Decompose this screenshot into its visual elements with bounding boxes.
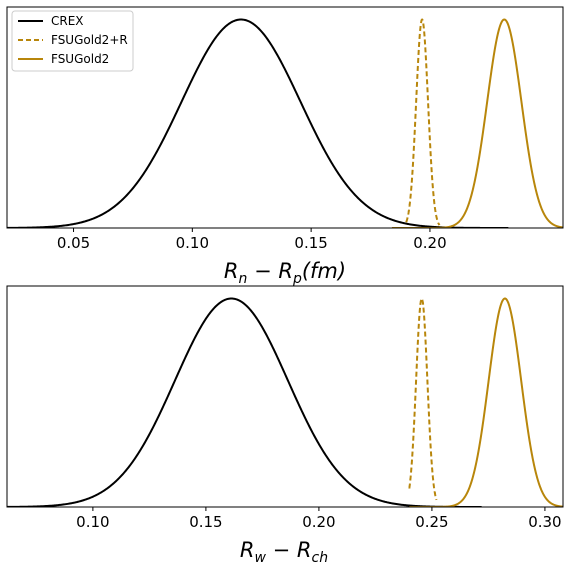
- legend-box: [11, 10, 134, 72]
- bottom-curves: [7, 297, 563, 507]
- top-xtick-label: 0.05: [57, 234, 90, 252]
- bottom-xtick-label: 0.10: [76, 513, 109, 531]
- top-xlabel-r2: R: [278, 259, 293, 283]
- bottom-series-fsugold2-r: [408, 297, 438, 501]
- bottom-xticks: 0.10 0.15 0.20 0.25 0.30: [76, 507, 562, 531]
- top-xticks: 0.05 0.10 0.15 0.20: [57, 228, 447, 252]
- top-xtick-label: 0.10: [176, 234, 209, 252]
- top-plot-area: 0.05 0.10 0.15 0.20 Rn − Rp(fm) CREX FSUGol…: [6, 6, 564, 287]
- top-xlabel-minus: −: [247, 259, 278, 283]
- top-xlabel-s2: p: [292, 271, 302, 287]
- top-xlabel-s1: n: [239, 271, 248, 287]
- top-series-fsugold2: [391, 18, 563, 228]
- bottom-x-axis-label: Rw − Rch: [240, 538, 328, 566]
- bottom-xlabel-r2: R: [297, 538, 312, 562]
- legend-label-crex: CREX: [51, 14, 84, 28]
- top-curves: [7, 18, 563, 228]
- bottom-xlabel-minus: −: [266, 538, 297, 562]
- bottom-xlabel-r1: R: [240, 538, 255, 562]
- top-xlabel-unit: (fm): [302, 259, 346, 283]
- top-series-crex: [7, 18, 509, 228]
- top-xlabel-r1: R: [224, 259, 239, 283]
- bottom-xtick-label: 0.30: [528, 513, 561, 531]
- top-series-fsugold2-r: [405, 18, 441, 226]
- bottom-xlabel-s1: w: [255, 550, 267, 566]
- bottom-xtick-label: 0.20: [302, 513, 335, 531]
- top-xtick-label: 0.20: [413, 234, 446, 252]
- top-xtick-label: 0.15: [294, 234, 327, 252]
- legend-label-fsugold2: FSUGold2: [51, 52, 109, 66]
- top-x-axis-label: Rn − Rp(fm): [224, 259, 346, 287]
- bottom-series-crex: [7, 297, 482, 507]
- bottom-plot-area: 0.10 0.15 0.20 0.25 0.30 Rw − Rch: [6, 285, 564, 566]
- bottom-xtick-label: 0.15: [189, 513, 222, 531]
- legend: CREX FSUGold2+R FSUGold2: [11, 10, 134, 72]
- bottom-xlabel-s2: ch: [312, 550, 329, 566]
- legend-label-fsugold2r: FSUGold2+R: [51, 33, 128, 47]
- bottom-xtick-label: 0.25: [415, 513, 448, 531]
- bottom-axes-frame: [6, 285, 564, 508]
- top-axes-frame: [6, 6, 564, 229]
